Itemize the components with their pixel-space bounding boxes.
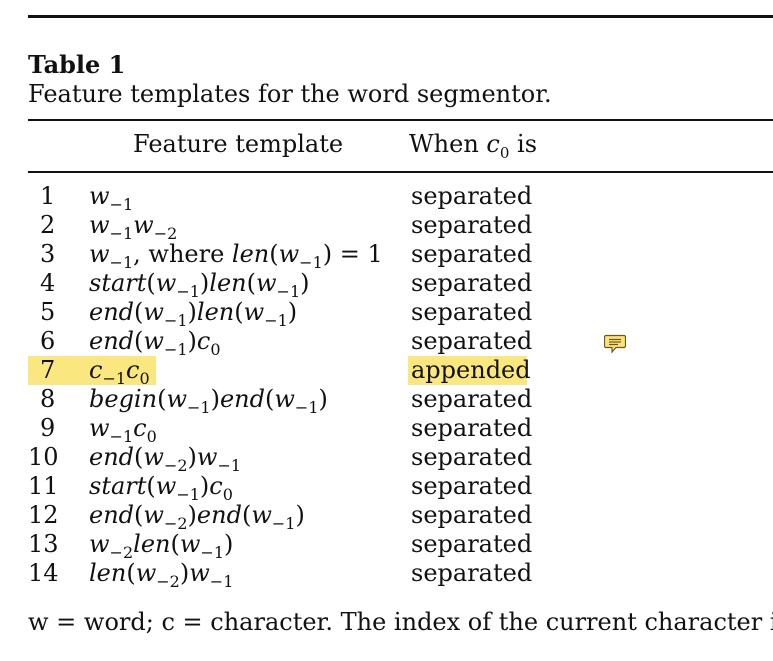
table-row: 12 end(w−2)end(w−1) separated	[28, 501, 773, 533]
row-when: separated	[411, 385, 533, 413]
highlight-mark[interactable]	[28, 356, 156, 385]
row-template: w−2len(w−1)	[89, 530, 234, 562]
header-when-c0: When c0 is	[409, 130, 537, 162]
row-template: start(w−1)c0	[89, 472, 233, 504]
header-when-sub: 0	[499, 143, 510, 162]
row-number: 4	[40, 269, 56, 297]
table-row: 4 start(w−1)len(w−1) separated	[28, 269, 773, 301]
row-when: separated	[411, 559, 533, 587]
header-feature-template: Feature template	[133, 130, 344, 158]
row-template: end(w−2)w−1	[89, 443, 242, 475]
comment-icon[interactable]	[603, 334, 627, 354]
row-template: w−1	[89, 182, 134, 214]
row-template: w−1w−2	[89, 211, 178, 243]
row-when: appended	[411, 356, 531, 384]
row-when: separated	[411, 182, 533, 210]
row-when: separated	[411, 240, 533, 268]
table-row: 10 end(w−2)w−1 separated	[28, 443, 773, 475]
row-number: 3	[40, 240, 56, 268]
table-row: 13 w−2len(w−1) separated	[28, 530, 773, 562]
row-template: start(w−1)len(w−1)	[89, 269, 310, 301]
table-row: 6 end(w−1)c0 separated	[28, 327, 773, 359]
table-row: 11 start(w−1)c0 separated	[28, 472, 773, 504]
table-row: 5 end(w−1)len(w−1) separated	[28, 298, 773, 330]
row-number: 11	[28, 472, 59, 500]
table-row: 14 len(w−2)w−1 separated	[28, 559, 773, 591]
header-bottom-rule	[28, 171, 773, 173]
table-footnote: w = word; c = character. The index of th…	[28, 608, 773, 636]
header-top-rule	[28, 119, 773, 121]
row-number: 12	[28, 501, 59, 529]
highlight-mark[interactable]	[408, 356, 527, 385]
table-row: 1 w−1 separated	[28, 182, 773, 214]
row-when: separated	[411, 269, 533, 297]
table-caption: Feature templates for the word segmentor…	[28, 80, 552, 108]
header-when-var: c	[486, 130, 500, 158]
row-when: separated	[411, 501, 533, 529]
row-number: 2	[40, 211, 56, 239]
row-template: end(w−1)len(w−1)	[89, 298, 298, 330]
table-row-highlighted: 7 c−1c0 appended	[28, 356, 773, 388]
row-template: c−1c0	[89, 356, 150, 388]
row-number: 9	[40, 414, 56, 442]
row-template: w−1c0	[89, 414, 157, 446]
row-number: 14	[28, 559, 59, 587]
row-number: 6	[40, 327, 56, 355]
row-number: 8	[40, 385, 56, 413]
row-number: 10	[28, 443, 59, 471]
row-template: w−1, where len(w−1) = 1	[89, 240, 383, 272]
row-when: separated	[411, 443, 533, 471]
row-when: separated	[411, 414, 533, 442]
table-row: 8 begin(w−1)end(w−1) separated	[28, 385, 773, 417]
row-when: separated	[411, 298, 533, 326]
comment-icon-glyph	[603, 334, 627, 354]
header-when-prefix: When	[409, 130, 487, 158]
row-number: 7	[40, 356, 56, 384]
table-row: 3 w−1, where len(w−1) = 1 separated	[28, 240, 773, 272]
row-template: len(w−2)w−1	[89, 559, 234, 591]
row-template: begin(w−1)end(w−1)	[89, 385, 328, 417]
top-rule	[28, 15, 773, 18]
row-template: end(w−2)end(w−1)	[89, 501, 305, 533]
row-number: 5	[40, 298, 56, 326]
row-template: end(w−1)c0	[89, 327, 221, 359]
row-when: separated	[411, 211, 533, 239]
table-row: 9 w−1c0 separated	[28, 414, 773, 446]
table-body: 1 w−1 separated 2 w−1w−2 separated 3 w−1…	[28, 182, 773, 591]
header-when-suffix: is	[509, 130, 538, 158]
table-row: 2 w−1w−2 separated	[28, 211, 773, 243]
row-when: separated	[411, 472, 533, 500]
row-when: separated	[411, 530, 533, 558]
table-label: Table 1	[28, 50, 126, 79]
row-number: 13	[28, 530, 59, 558]
row-number: 1	[40, 182, 56, 210]
row-when: separated	[411, 327, 533, 355]
